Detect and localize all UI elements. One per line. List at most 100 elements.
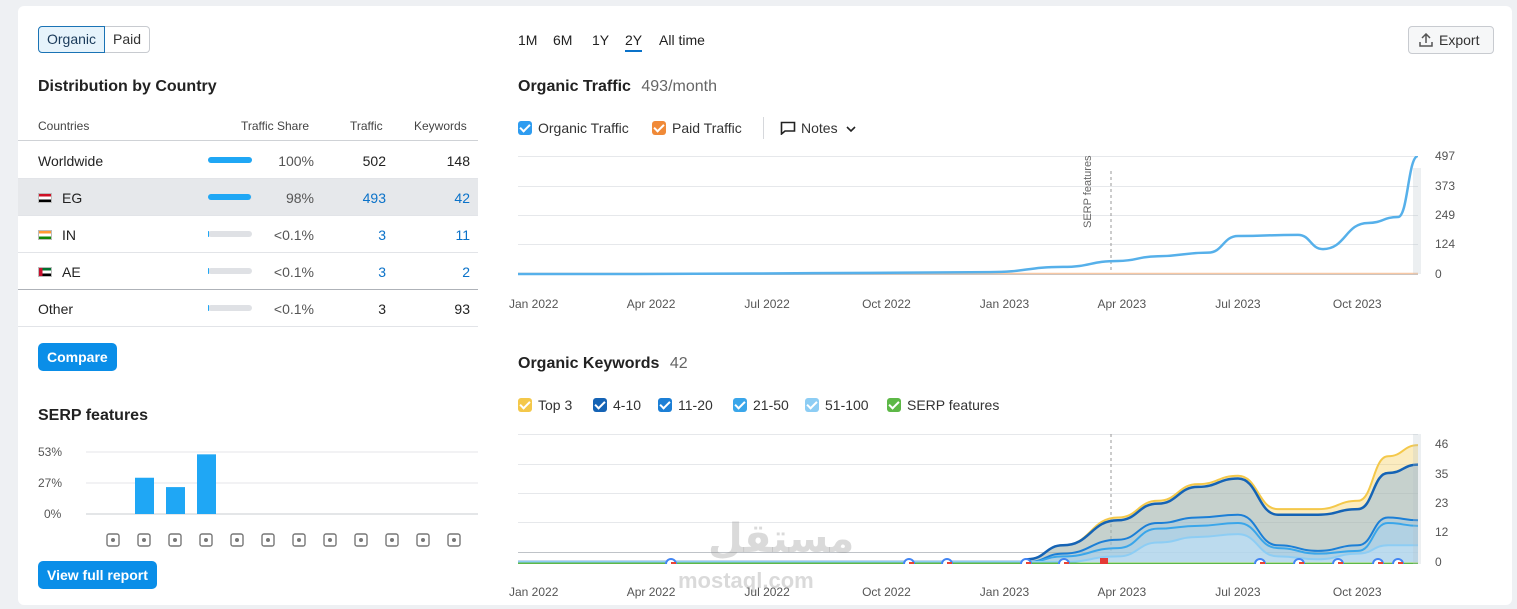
table-row[interactable]: IN <0.1% 3 11 — [18, 216, 478, 253]
keywords-line[interactable] — [518, 522, 1419, 563]
legend-label: 11-20 — [678, 397, 713, 413]
period-all-time[interactable]: All time — [659, 32, 705, 48]
legend-21-50[interactable]: 21-50 — [733, 397, 789, 413]
keywords-line[interactable] — [518, 463, 1419, 564]
featured-snippet-icon[interactable] — [106, 533, 120, 547]
image-pack-icon[interactable] — [230, 533, 244, 547]
legend-serp-features[interactable]: SERP features — [887, 397, 999, 413]
country-name: Worldwide — [38, 153, 104, 169]
checkbox-icon — [658, 398, 672, 412]
checkbox-icon — [518, 398, 532, 412]
keywords-area — [518, 445, 1418, 562]
traffic-value[interactable]: 493 — [362, 190, 386, 206]
serp-bar[interactable] — [166, 487, 185, 514]
traffic-value[interactable]: 3 — [378, 264, 386, 280]
compare-button[interactable]: Compare — [38, 343, 117, 371]
organic-tab[interactable]: Organic — [38, 26, 106, 53]
location-icon[interactable] — [354, 533, 368, 547]
legend-label: Paid Traffic — [672, 120, 742, 136]
table-row[interactable]: AE <0.1% 3 2 — [18, 253, 478, 290]
table-row[interactable]: EG 98% 493 42 — [18, 179, 478, 216]
keywords-value[interactable]: 11 — [455, 227, 470, 243]
view-full-report-button[interactable]: View full report — [38, 561, 157, 589]
legend-4-10[interactable]: 4-10 — [593, 397, 641, 413]
google-icon[interactable] — [1392, 558, 1404, 564]
header-keywords: Keywords — [414, 119, 467, 133]
traffic-share-value: 100% — [278, 153, 314, 169]
organic-paid-toggle: Organic Paid — [38, 26, 151, 53]
notes-label: Notes — [801, 120, 838, 136]
google-icon[interactable] — [1293, 558, 1305, 564]
organic-traffic-line[interactable] — [518, 156, 1419, 276]
google-icon[interactable] — [1332, 558, 1344, 564]
legend-organic-traffic[interactable]: Organic Traffic — [518, 120, 629, 136]
star-icon[interactable] — [168, 533, 182, 547]
x-tick-label: Jan 2022 — [509, 585, 559, 599]
serp-ytick: 27% — [38, 476, 63, 490]
organic-traffic-chart — [518, 156, 1421, 276]
keywords-value[interactable]: 42 — [454, 190, 470, 206]
graduation-cap-icon[interactable] — [385, 533, 399, 547]
serp-bars — [86, 451, 478, 547]
period-1m[interactable]: 1M — [518, 32, 538, 48]
keywords-value[interactable]: 2 — [462, 264, 470, 280]
traffic-share-fill — [208, 157, 252, 163]
legend-label: Top 3 — [538, 397, 573, 413]
link-icon[interactable] — [137, 533, 151, 547]
export-label: Export — [1439, 32, 1480, 48]
traffic-value: 502 — [362, 153, 386, 169]
image-icon[interactable] — [199, 533, 213, 547]
checkbox-icon — [805, 398, 819, 412]
traffic-share-fill — [208, 305, 209, 311]
keywords-line[interactable] — [518, 513, 1419, 563]
serp-bar[interactable] — [197, 454, 216, 514]
google-icon[interactable] — [1020, 558, 1032, 564]
flag-marker-icon[interactable] — [1100, 558, 1108, 564]
y-tick-label: 0 — [1435, 555, 1442, 569]
traffic-value[interactable]: 3 — [378, 227, 386, 243]
x-tick-label: Jan 2023 — [979, 297, 1030, 311]
organic-traffic-subtitle: 493/month — [641, 78, 717, 95]
google-icon[interactable] — [903, 558, 915, 564]
google-icon[interactable] — [1254, 558, 1266, 564]
legend-label: 4-10 — [613, 397, 642, 413]
google-icon[interactable] — [665, 558, 677, 564]
note-icon — [780, 121, 796, 136]
video-carousel-icon[interactable] — [292, 533, 306, 547]
y-tick-label: 23 — [1435, 496, 1449, 510]
y-tick-label: 12 — [1435, 525, 1449, 539]
current-period-band — [1413, 168, 1421, 274]
keywords-value: 148 — [446, 153, 470, 169]
legend-paid-traffic[interactable]: Paid Traffic — [652, 120, 742, 136]
export-button[interactable]: Export — [1408, 26, 1494, 54]
table-row[interactable]: Other <0.1% 3 93 — [18, 290, 478, 327]
traffic-share-bar — [208, 194, 252, 200]
period-6m[interactable]: 6M — [553, 32, 573, 48]
serp-bar[interactable] — [135, 477, 154, 514]
legend-11-20[interactable]: 11-20 — [658, 397, 713, 413]
x-tick-label: Jul 2023 — [1215, 297, 1261, 311]
google-icon[interactable] — [1372, 558, 1384, 564]
google-icon[interactable] — [1058, 558, 1070, 564]
table-row[interactable]: Worldwide 100% 502 148 — [18, 142, 478, 179]
y-tick-label: 249 — [1435, 208, 1456, 222]
keywords-line[interactable] — [518, 533, 1418, 563]
traffic-share-value: <0.1% — [273, 264, 314, 280]
y-tick-label: 0 — [1435, 267, 1442, 281]
document-icon[interactable] — [416, 533, 430, 547]
x-tick-label: Apr 2022 — [626, 297, 676, 311]
video-icon[interactable] — [261, 533, 275, 547]
notes-dropdown[interactable]: Notes — [780, 120, 857, 136]
period-1y[interactable]: 1Y — [592, 32, 610, 48]
legend-51-100[interactable]: 51-100 — [805, 397, 869, 413]
paid-tab[interactable]: Paid — [105, 26, 151, 53]
google-icon[interactable] — [941, 558, 953, 564]
briefcase-icon[interactable] — [447, 533, 461, 547]
serp-ytick: 0% — [44, 507, 62, 521]
legend-top-3[interactable]: Top 3 — [518, 397, 572, 413]
organic-traffic-header: Organic Traffic 493/month — [518, 78, 717, 96]
traffic-share-bar — [208, 231, 252, 237]
play-icon[interactable] — [323, 533, 337, 547]
y-tick-label: 373 — [1435, 179, 1456, 193]
period-2y[interactable]: 2Y — [625, 32, 643, 52]
